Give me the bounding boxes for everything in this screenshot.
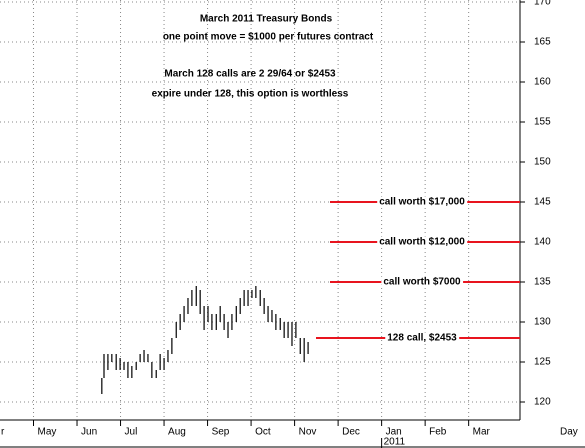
headline: March 128 calls are 2 29/64 or $2453	[164, 69, 336, 80]
y-tick-label: 120	[534, 397, 551, 408]
y-tick-label: 155	[534, 117, 551, 128]
annotation-bg	[377, 236, 468, 248]
annotation-label: call worth $12,000	[379, 237, 465, 248]
annotation-bg	[377, 196, 468, 208]
y-tick-label: 145	[534, 197, 551, 208]
x-axis-label: Day	[560, 427, 578, 438]
y-tick-label: 150	[534, 157, 551, 168]
y-tick-label: 170	[534, 0, 551, 8]
annotation-label: call worth $17,000	[379, 197, 465, 208]
x-tick-label: Jun	[81, 427, 97, 438]
y-tick-label: 140	[534, 237, 551, 248]
y-tick-label: 125	[534, 357, 551, 368]
y-tick-label: 135	[534, 277, 551, 288]
x-tick-label: Nov	[299, 427, 317, 438]
chart-title: March 2011 Treasury Bonds	[200, 14, 333, 25]
year-label: 2011	[384, 437, 406, 448]
annotation-bg	[385, 332, 460, 344]
x-tick-label: Oct	[255, 427, 271, 438]
subheadline: expire under 128, this option is worthle…	[152, 89, 349, 100]
x-tick-label: May	[38, 427, 57, 438]
x-tick-label: Jan	[386, 427, 402, 438]
y-tick-label: 160	[534, 77, 551, 88]
y-tick-label: 165	[534, 37, 551, 48]
x-tick-label: Jul	[125, 427, 138, 438]
x-tick-label: r	[1, 427, 5, 438]
chart-subtitle: one point move = $1000 per futures contr…	[163, 32, 374, 43]
annotation-bg	[381, 276, 464, 288]
x-tick-label: Dec	[342, 427, 360, 438]
annotation-label: call worth $7000	[383, 277, 461, 288]
x-tick-label: Feb	[429, 427, 447, 438]
x-tick-label: Mar	[473, 427, 491, 438]
x-tick-label: Aug	[168, 427, 186, 438]
annotation-label: 128 call, $2453	[387, 333, 457, 344]
y-tick-label: 130	[534, 317, 551, 328]
x-tick-label: Sep	[212, 427, 230, 438]
